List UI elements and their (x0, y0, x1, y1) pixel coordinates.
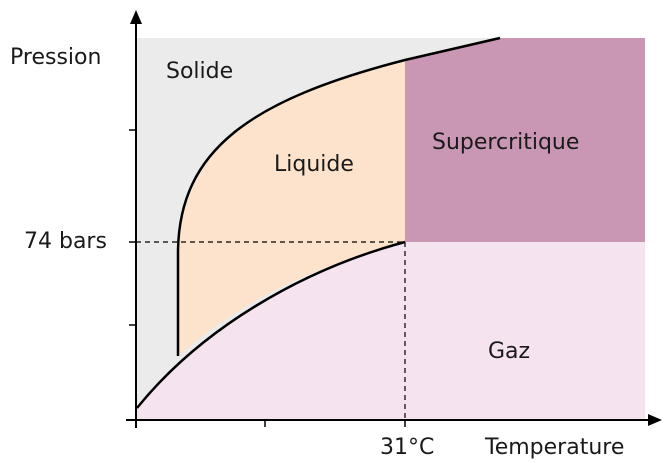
y-axis-label: Pression (10, 45, 101, 70)
vaporization-curve (136, 240, 406, 409)
supercritical-region (405, 38, 645, 242)
y-arrow (130, 10, 142, 24)
region-label: Gaz (488, 339, 530, 364)
region-label: Solide (166, 59, 233, 84)
region-label: Supercritique (432, 130, 579, 155)
gas-region (137, 242, 645, 420)
x-arrow (648, 414, 662, 426)
liquid-region (178, 60, 405, 356)
region-label: Liquide (274, 152, 354, 177)
temperature-label: 31°C (380, 435, 434, 460)
pressure-label: 74 bars (24, 229, 107, 254)
melting-curve (176, 36, 501, 356)
x-axis-label: Temperature (484, 435, 624, 460)
